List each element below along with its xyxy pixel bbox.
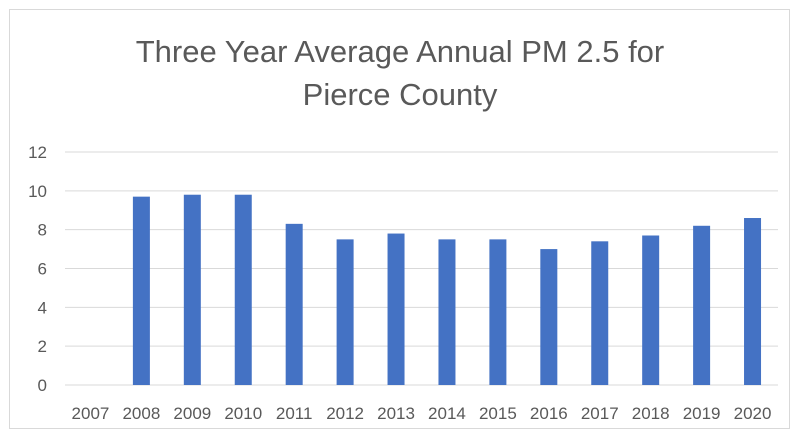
bar-2017 [591,241,609,385]
bar-2008 [132,196,150,385]
x-axis-ticks: 2007 2008 2009 2010 2011 2012 2013 2014 2015 2016… [72,404,772,423]
x-tick-label-2016: 2016 [530,404,568,423]
bar-2014 [438,239,456,385]
x-tick-label-2010: 2010 [224,404,262,423]
y-tick-label: 2 [38,337,47,356]
bar-2018 [642,235,660,385]
chart-title-line-2: Pierce County [302,77,498,112]
bar-2009 [183,194,201,385]
y-tick-label: 0 [38,376,47,395]
chart-title-line-1: Three Year Average Annual PM 2.5 for [135,34,665,69]
bar-2019 [693,225,711,385]
bar-2016 [540,249,558,385]
x-tick-label-2014: 2014 [428,404,466,423]
bars [132,194,762,385]
x-tick-label-2009: 2009 [173,404,211,423]
gridlines [65,151,778,386]
x-tick-label-2007: 2007 [72,404,110,423]
x-tick-label-2019: 2019 [683,404,721,423]
x-tick-label-2008: 2008 [122,404,160,423]
y-tick-label: 8 [38,221,47,240]
bar-2012 [336,239,354,385]
bar-2010 [234,194,252,385]
x-tick-label-2017: 2017 [581,404,619,423]
y-tick-label: 12 [28,143,47,162]
y-tick-label: 6 [38,260,47,279]
bar-2015 [489,239,507,385]
x-tick-label-2013: 2013 [377,404,415,423]
x-tick-label-2012: 2012 [326,404,364,423]
bar-2020 [744,218,762,385]
y-tick-label: 4 [38,298,47,317]
y-axis-ticks: 0 2 4 6 8 10 12 [28,143,47,395]
x-tick-label-2018: 2018 [632,404,670,423]
y-tick-label: 10 [28,182,47,201]
bar-2013 [387,233,405,385]
chart-title: Three Year Average Annual PM 2.5 for Pie… [0,30,800,116]
x-tick-label-2015: 2015 [479,404,517,423]
bar-2011 [285,223,303,385]
x-tick-label-2020: 2020 [734,404,772,423]
x-tick-label-2011: 2011 [276,404,313,423]
